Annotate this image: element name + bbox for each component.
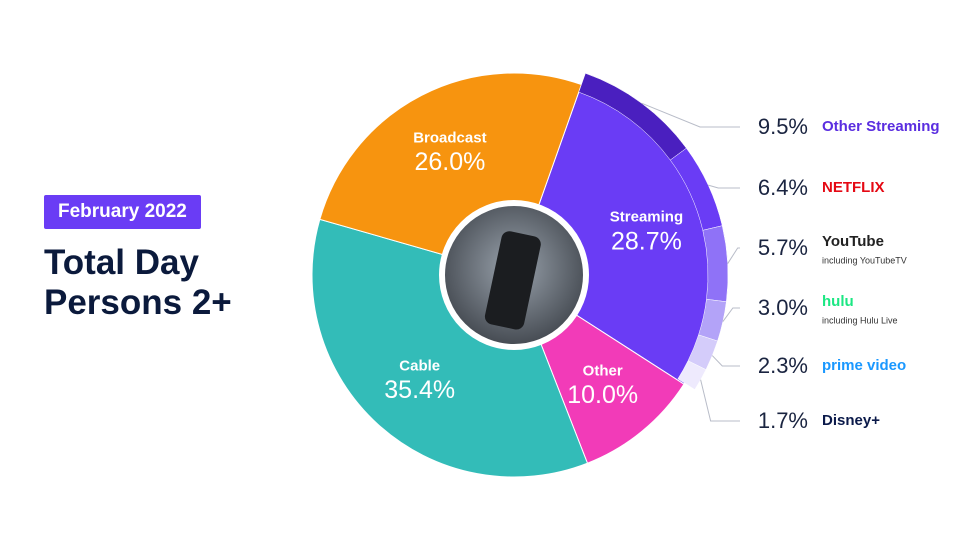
leader-line: [700, 379, 740, 422]
brand-note: including Hulu Live: [822, 315, 898, 325]
leader-line: [727, 247, 740, 264]
slice-value: 28.7%: [611, 227, 682, 255]
breakdown-value: 6.4%: [758, 175, 808, 200]
slice-value: 35.4%: [384, 376, 455, 404]
chart-title: Total Day Persons 2+: [44, 243, 232, 322]
slice-value: 10.0%: [567, 381, 638, 409]
breakdown-value: 2.3%: [758, 353, 808, 378]
breakdown-value: 3.0%: [758, 295, 808, 320]
brand-note: including YouTubeTV: [822, 255, 907, 265]
slice-name: Cable: [399, 357, 440, 374]
slice-name: Broadcast: [413, 130, 486, 147]
brand-label: YouTube: [822, 233, 884, 250]
leader-line: [708, 184, 740, 189]
date-badge: February 2022: [44, 195, 201, 229]
leader-line: [641, 102, 740, 128]
brand-label: Other Streaming: [822, 118, 940, 135]
brand-label: prime video: [822, 357, 906, 374]
slice-value: 26.0%: [414, 148, 485, 176]
breakdown-value: 9.5%: [758, 114, 808, 139]
slice-name: Streaming: [610, 209, 683, 226]
remote-icon: [484, 231, 541, 330]
breakdown-value: 1.7%: [758, 408, 808, 433]
slice-name: Other: [583, 362, 623, 379]
brand-label: hulu: [822, 293, 854, 310]
breakdown-value: 5.7%: [758, 235, 808, 260]
brand-label: NETFLIX: [822, 179, 885, 196]
leader-line: [711, 355, 740, 367]
brand-label: Disney+: [822, 412, 880, 429]
pie-slice: [311, 218, 589, 478]
leader-line: [722, 307, 740, 322]
ring-segment: [677, 360, 707, 390]
